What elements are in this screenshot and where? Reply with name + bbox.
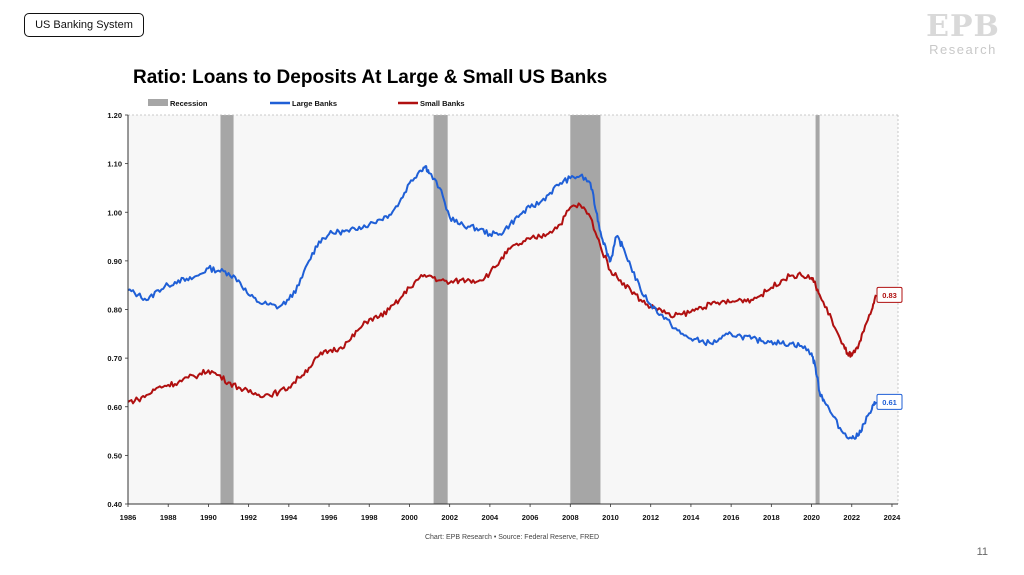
x-tick-label: 1996 <box>321 513 338 522</box>
logo-mark: EPB <box>926 9 1000 44</box>
x-tick-label: 1992 <box>240 513 257 522</box>
x-tick-label: 2006 <box>522 513 539 522</box>
section-tag: US Banking System <box>24 13 144 37</box>
end-label-box <box>876 393 903 410</box>
x-tick-label: 2016 <box>723 513 740 522</box>
recession-band <box>570 115 601 504</box>
legend-swatch-recession <box>148 99 168 106</box>
grid-lines <box>128 114 899 504</box>
chart-title: Ratio: Loans to Deposits At Large & Smal… <box>133 67 608 88</box>
axes: 0.40 0.50 0.60 0.70 0.80 0.90 1.00 1.10 1.20 1986… <box>107 111 901 522</box>
x-tick-label: 1994 <box>280 513 298 522</box>
plot-area <box>128 115 898 504</box>
x-tick-label: 1986 <box>120 513 137 522</box>
end-labels: 0.61 0.83 <box>876 286 903 410</box>
x-tick-label: 2004 <box>482 513 500 522</box>
x-tick-label: 2010 <box>602 513 619 522</box>
large-banks-line <box>127 165 877 440</box>
y-tick-label: 1.00 <box>107 208 122 217</box>
x-tick-label: 1990 <box>200 513 217 522</box>
y-tick-label: 0.60 <box>107 403 122 412</box>
x-tick-label: 2008 <box>562 513 579 522</box>
x-tick-label: 2018 <box>763 513 780 522</box>
recession-band <box>433 115 448 504</box>
small-banks-end-label: 0.83 <box>882 291 897 300</box>
large-banks-end-label: 0.61 <box>882 398 897 407</box>
x-tick-label: 2012 <box>642 513 659 522</box>
recession-band <box>815 115 820 504</box>
legend-label: Large Banks <box>292 99 337 108</box>
x-tick-label: 2014 <box>683 513 701 522</box>
end-label-box <box>876 286 903 303</box>
logo-subtitle: Research <box>929 42 997 57</box>
y-tick-label: 1.20 <box>107 111 122 120</box>
recession-bands <box>220 115 820 504</box>
x-tick-label: 2000 <box>401 513 418 522</box>
y-tick-label: 0.50 <box>107 451 122 460</box>
x-tick-label: 2022 <box>843 513 860 522</box>
y-tick-label: 0.40 <box>107 500 122 509</box>
x-tick-label: 2002 <box>441 513 458 522</box>
series-lines <box>127 165 877 440</box>
small-banks-line <box>127 202 877 405</box>
y-tick-label: 0.80 <box>107 306 122 315</box>
x-tick-label: 2020 <box>803 513 820 522</box>
x-tick-label: 1998 <box>361 513 378 522</box>
x-tick-label: 1988 <box>160 513 177 522</box>
chart-source: Chart: EPB Research • Source: Federal Re… <box>425 534 599 541</box>
x-tick-label: 2024 <box>884 513 902 522</box>
y-tick-label: 0.70 <box>107 354 122 363</box>
y-tick-label: 0.90 <box>107 257 122 266</box>
legend-label: Recession <box>170 99 208 108</box>
page-number: 11 <box>976 546 988 558</box>
brand-logo: EPB Research <box>922 9 1004 58</box>
y-tick-label: 1.10 <box>107 160 122 169</box>
legend-label: Small Banks <box>420 99 465 108</box>
chart-legend: Recession Large Banks Small Banks <box>148 99 465 108</box>
recession-band <box>220 115 234 504</box>
